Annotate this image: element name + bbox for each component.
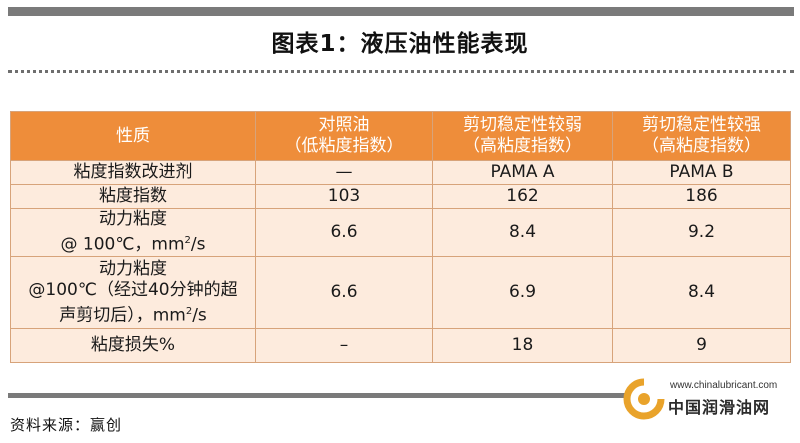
cell-control: – [255,328,433,363]
row-label: 粘度指数 [10,184,256,209]
watermark-url: www.chinalubricant.com [670,380,778,391]
row-label: 动力粘度 @100℃（经过40分钟的超 声剪切后），mm2/s [10,256,256,329]
cell-control: 6.6 [255,256,433,329]
cell-strong: 9.2 [612,208,791,257]
watermark: www.chinalubricant.com 中国润滑油网 [610,374,795,424]
header-weak-shear: 剪切稳定性较弱 （高粘度指数） [432,111,613,161]
properties-table: 性质 对照油 （低粘度指数） 剪切稳定性较弱 （高粘度指数） 剪切稳定性较强 （高粘度… [10,111,791,363]
table-row: 粘度指数改进剂 — PAMA A PAMA B [10,160,791,185]
header-strong-shear: 剪切稳定性较强 （高粘度指数） [612,111,791,161]
watermark-name: 中国润滑油网 [668,398,771,417]
table-row: 粘度指数 103 162 186 [10,184,791,209]
table-row: 粘度损失% – 18 9 [10,328,791,363]
row-label: 动力粘度 @ 100℃，mm2/s [10,208,256,257]
header-property: 性质 [10,111,256,161]
page-title: 图表1：液压油性能表现 [271,31,529,57]
top-bar [8,7,794,16]
cell-control: 6.6 [255,208,433,257]
cell-weak: 6.9 [432,256,613,329]
table-row: 动力粘度 @100℃（经过40分钟的超 声剪切后），mm2/s 6.6 6.9 8.… [10,256,791,329]
cell-weak: 8.4 [432,208,613,257]
bottom-bar [8,393,628,398]
cell-strong: 9 [612,328,791,363]
cell-strong: 8.4 [612,256,791,329]
source-note: 资料来源：赢创 [10,416,123,434]
row-label: 粘度指数改进剂 [10,160,256,185]
cell-strong: 186 [612,184,791,209]
header-control-oil: 对照油 （低粘度指数） [255,111,433,161]
dotted-divider [8,70,794,73]
chinalubricant-logo-icon [623,378,665,420]
table-header-row: 性质 对照油 （低粘度指数） 剪切稳定性较弱 （高粘度指数） 剪切稳定性较强 （高粘度… [10,111,791,161]
cell-weak: 162 [432,184,613,209]
table-row: 动力粘度 @ 100℃，mm2/s 6.6 8.4 9.2 [10,208,791,257]
cell-weak: PAMA A [432,160,613,185]
cell-control: — [255,160,433,185]
cell-control: 103 [255,184,433,209]
row-label: 粘度损失% [10,328,256,363]
cell-strong: PAMA B [612,160,791,185]
cell-weak: 18 [432,328,613,363]
